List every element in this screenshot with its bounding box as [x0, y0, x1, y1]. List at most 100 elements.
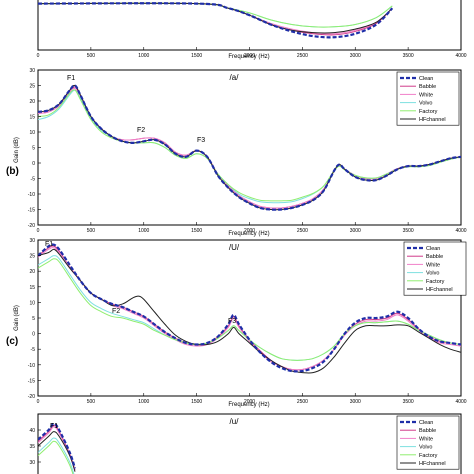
legend-label-volvo: Volvo [419, 445, 432, 451]
panel-c-legend: Clean Babble White Volvo Factory HFchannel [403, 241, 467, 296]
x-tick-label: 3500 [403, 228, 414, 234]
series-line-hfchannel [38, 2, 393, 34]
series-line-factory [38, 89, 461, 202]
x-tick-label: 1500 [191, 228, 202, 234]
x-tick-label: 1500 [191, 53, 202, 59]
panel-b-letter: (b) [6, 166, 19, 177]
x-tick-label: 1000 [138, 228, 149, 234]
legend-label-hfchannel: HFchannel [419, 117, 446, 123]
y-tick-label: 20 [29, 99, 35, 105]
y-tick-label: -5 [31, 177, 36, 183]
series-line-factory [38, 2, 393, 28]
panel-c-formant-f1: F1 [45, 241, 53, 248]
x-tick-label: 2500 [297, 228, 308, 234]
panel-a-x-axis-label: Frequency (Hz) [228, 54, 269, 60]
legend-label-factory: Factory [419, 453, 438, 459]
series-line-hfchannel [38, 248, 461, 374]
legend-label-hfchannel: HFchannel [419, 461, 446, 467]
x-tick-label: 0 [37, 228, 40, 234]
legend-label-volvo: Volvo [419, 101, 432, 107]
panel-b: 0 500 1000 1500 2000 2500 3000 3500 4000 30 25 20 1… [6, 68, 467, 237]
panel-a-curves [38, 2, 394, 39]
y-tick-label: 25 [29, 254, 35, 260]
panel-b-title: /a/ [230, 73, 240, 82]
x-tick-label: 1500 [191, 399, 202, 405]
panel-b-y-ticks: 30 25 20 15 10 5 0 -5 -10 -15 -20 [28, 68, 41, 229]
y-tick-label: -15 [28, 378, 35, 384]
x-tick-label: 3000 [350, 53, 361, 59]
series-line-babble [38, 245, 461, 371]
x-tick-label: 1000 [138, 399, 149, 405]
panel-c: 0 500 1000 1500 2000 2500 3000 3500 4000 30 25 20 1… [6, 238, 467, 408]
x-tick-label: 0 [37, 399, 40, 405]
y-tick-label: 30 [29, 460, 35, 466]
panel-c-curves [38, 243, 461, 374]
y-tick-label: 35 [29, 444, 35, 450]
x-tick-label: 4000 [455, 399, 466, 405]
series-line-clean [38, 2, 394, 39]
legend-box [396, 71, 460, 126]
x-tick-label: 0 [37, 53, 40, 59]
x-tick-label: 3500 [403, 53, 414, 59]
y-tick-label: 30 [29, 238, 35, 244]
x-tick-label: 3000 [350, 228, 361, 234]
y-tick-label: 5 [32, 146, 35, 152]
legend-label-clean: Clean [426, 246, 440, 252]
legend-box [396, 415, 460, 470]
x-tick-label: 3500 [403, 399, 414, 405]
panel-d-frame [37, 413, 462, 474]
series-line-factory [38, 258, 461, 361]
panel-d-y-ticks: 40 35 30 [29, 428, 41, 466]
y-tick-label: 0 [32, 161, 35, 167]
panel-c-formant-f2: F2 [112, 308, 120, 315]
legend-label-factory: Factory [426, 279, 445, 285]
legend-label-clean: Clean [419, 420, 433, 426]
x-tick-label: 2000 [244, 228, 255, 234]
legend-label-factory: Factory [419, 109, 438, 115]
legend-label-babble: Babble [419, 428, 436, 434]
panel-d-curves [38, 422, 77, 474]
x-tick-label: 500 [87, 228, 96, 234]
panel-b-formant-f1: F1 [67, 75, 75, 82]
panel-b-formant-f2: F2 [137, 127, 145, 134]
y-tick-label: 40 [29, 428, 35, 434]
y-tick-label: 10 [29, 130, 35, 136]
series-line-white [38, 2, 393, 35]
panel-c-x-ticks: 0 500 1000 1500 2000 2500 3000 3500 4000 [37, 393, 467, 405]
panel-b-curves [38, 84, 461, 211]
y-tick-label: 15 [29, 285, 35, 291]
y-tick-label: -5 [31, 347, 36, 353]
legend-label-babble: Babble [419, 84, 436, 90]
panel-a: 0 500 1000 1500 2000 2500 3000 3500 4000 Frequen… [37, 0, 467, 60]
panel-b-x-axis-label: Frequency (Hz) [228, 231, 269, 237]
y-tick-label: -10 [28, 192, 35, 198]
panel-c-title: /U/ [229, 243, 240, 252]
y-tick-label: -10 [28, 363, 35, 369]
panel-b-x-ticks: 0 500 1000 1500 2000 2500 3000 3500 4000 [37, 222, 467, 234]
legend-label-hfchannel: HFchannel [426, 287, 453, 293]
y-tick-label: 30 [29, 68, 35, 74]
y-tick-label: 5 [32, 316, 35, 322]
y-tick-label: 0 [32, 332, 35, 338]
y-tick-label: -20 [28, 394, 35, 400]
y-tick-label: 20 [29, 269, 35, 275]
series-line-volvo [38, 2, 393, 28]
series-line-volvo [38, 255, 461, 361]
x-tick-label: 2500 [297, 53, 308, 59]
series-line-clean [38, 422, 77, 469]
panel-b-y-axis-label: Gain (dB) [14, 137, 20, 163]
y-tick-label: 25 [29, 84, 35, 90]
x-tick-label: 500 [87, 53, 96, 59]
panel-d-formant-f1: F1 [50, 423, 58, 430]
panel-c-x-axis-label: Frequency (Hz) [228, 402, 269, 408]
legend-box [403, 241, 467, 296]
legend-label-white: White [426, 262, 440, 268]
panel-c-letter: (c) [6, 336, 18, 347]
legend-label-white: White [419, 436, 433, 442]
panel-b-legend: Clean Babble White Volvo Factory HFchannel [396, 71, 460, 126]
legend-label-volvo: Volvo [426, 271, 439, 277]
x-tick-label: 2000 [244, 53, 255, 59]
panel-d-title: /u/ [230, 417, 240, 426]
series-line-factory [38, 440, 74, 474]
